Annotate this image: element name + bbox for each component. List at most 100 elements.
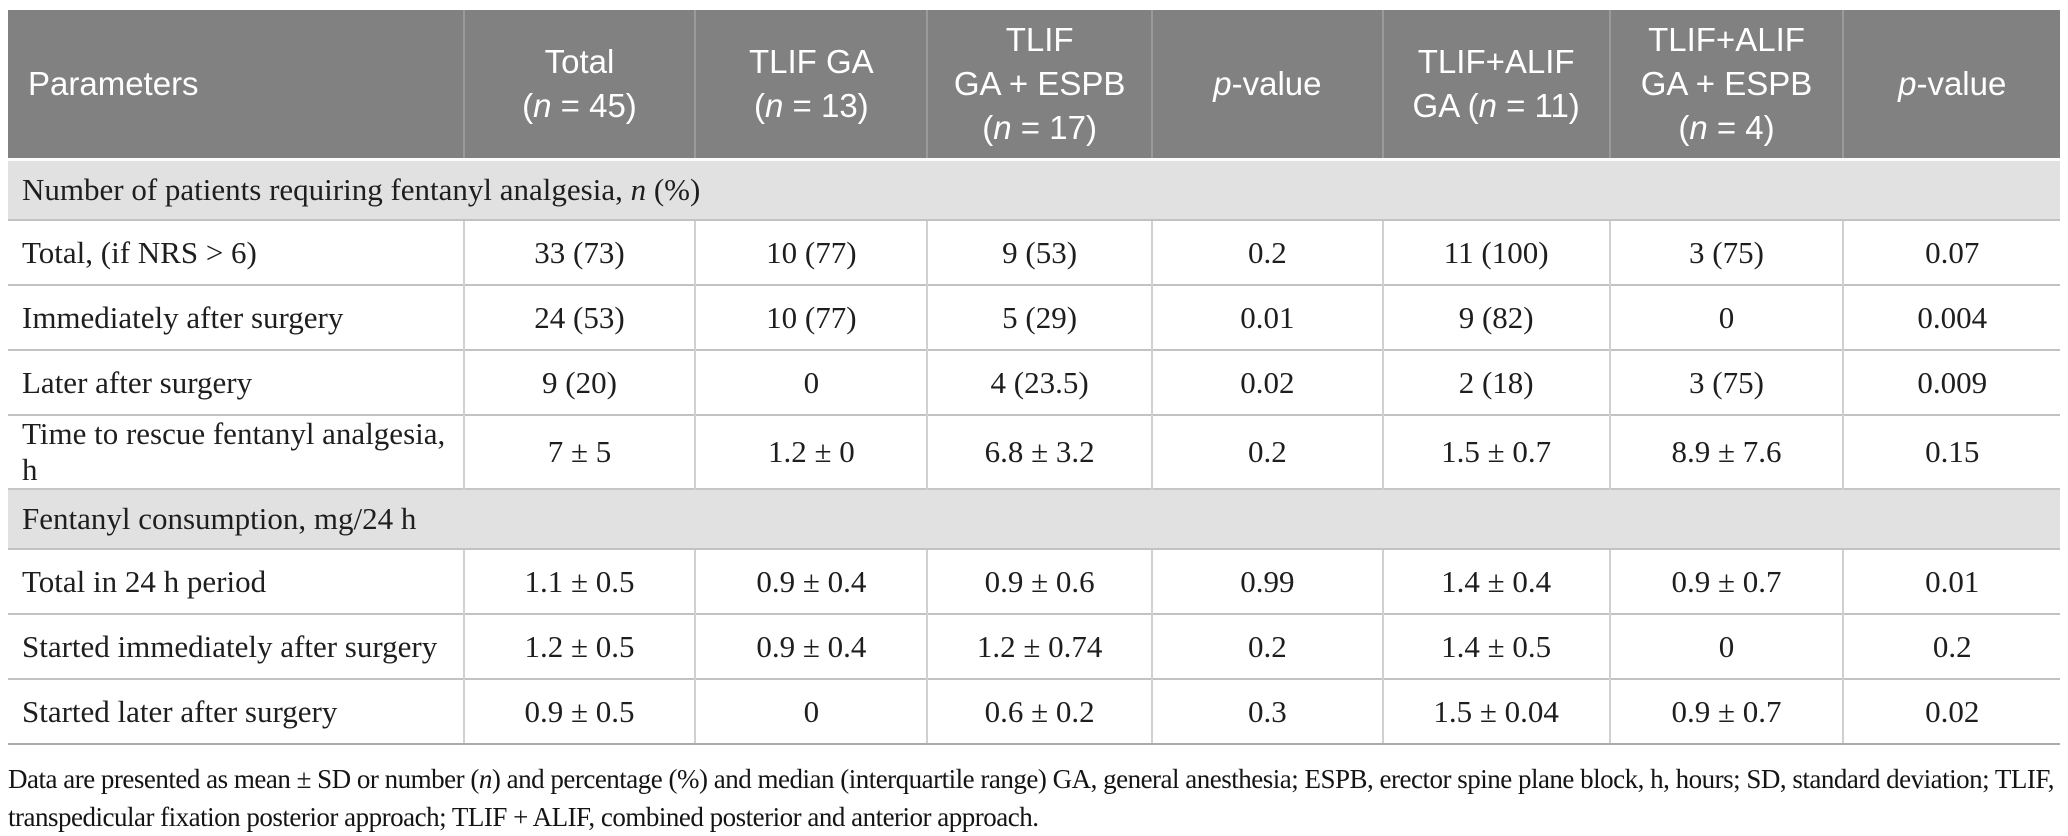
header-line: TLIF+ALIF <box>1390 40 1603 84</box>
table-row: Later after surgery 9 (20) 0 4 (23.5) 0.02 2 … <box>8 349 2060 415</box>
col-header-tlif-ga: TLIF GA (n = 13) <box>694 10 928 161</box>
value-cell: 9 (20) <box>462 349 696 415</box>
italic-text: p <box>1898 65 1917 102</box>
param-cell: Immediately after surgery <box>8 284 464 350</box>
table-header-row: Parameters Total (n = 45) TLIF GA (n = 13) TL… <box>8 10 2060 161</box>
italic-text: n <box>533 87 552 124</box>
text: TLIF <box>1005 21 1074 58</box>
value-cell: 1.5 ± 0.7 <box>1381 414 1610 489</box>
text: Data are presented as mean ± SD or numbe… <box>8 764 479 794</box>
table-row: Total, (if NRS > 6) 33 (73) 10 (77) 9 (53) 0… <box>8 219 2060 285</box>
value-cell: 0.02 <box>1150 349 1383 415</box>
header-line: GA + ESPB <box>1617 62 1837 106</box>
value-cell: 0 <box>1608 284 1844 350</box>
value-cell: 7 ± 5 <box>462 414 696 489</box>
text: GA ( <box>1412 87 1479 124</box>
value-cell: 0.01 <box>1842 548 2060 614</box>
param-cell: Time to rescue fentanyl analgesia, h <box>8 414 464 489</box>
header-line: p-value <box>1850 62 2054 106</box>
text: GA + ESPB <box>953 65 1126 102</box>
section-label: Fentanyl consumption, mg/24 h <box>8 488 2060 550</box>
header-line: (n = 4) <box>1617 106 1837 150</box>
results-table: Parameters Total (n = 45) TLIF GA (n = 13) TL… <box>8 10 2060 745</box>
table-body: Number of patients requiring fentanyl an… <box>8 158 2060 745</box>
col-header-parameters: Parameters <box>8 10 464 161</box>
param-cell: Total, (if NRS > 6) <box>8 219 464 285</box>
value-cell: 0 <box>1608 613 1844 679</box>
value-cell: 10 (77) <box>694 284 928 350</box>
table-row: Started immediately after surgery 1.2 ± 0… <box>8 613 2060 679</box>
col-header-p-value-2: p-value <box>1842 10 2060 161</box>
value-cell: 9 (82) <box>1381 284 1610 350</box>
header-line: Parameters <box>28 62 457 106</box>
value-cell: 1.2 ± 0 <box>694 414 928 489</box>
header-line: (n = 13) <box>702 84 920 128</box>
value-cell: 1.1 ± 0.5 <box>462 548 696 614</box>
value-cell: 2 (18) <box>1381 349 1610 415</box>
param-cell: Later after surgery <box>8 349 464 415</box>
header-line: (n = 45) <box>471 84 689 128</box>
value-cell: 10 (77) <box>694 219 928 285</box>
text: TLIF+ALIF <box>1648 21 1805 58</box>
value-cell: 1.4 ± 0.4 <box>1381 548 1610 614</box>
value-cell: 33 (73) <box>462 219 696 285</box>
param-cell: Started immediately after surgery <box>8 613 464 679</box>
text: = 11) <box>1496 87 1580 124</box>
text: -value <box>1916 65 2007 102</box>
text: ( <box>522 87 534 124</box>
param-cell: Started later after surgery <box>8 678 464 745</box>
italic-text: p <box>1213 65 1232 102</box>
value-cell: 0.009 <box>1842 349 2060 415</box>
italic-text: n <box>478 764 493 794</box>
value-cell: 1.5 ± 0.04 <box>1381 678 1610 745</box>
text: = 13) <box>783 87 869 124</box>
table-row: Total in 24 h period 1.1 ± 0.5 0.9 ± 0.4 0.… <box>8 548 2060 614</box>
col-header-p-value-1: p-value <box>1150 10 1383 161</box>
value-cell: 0.01 <box>1150 284 1383 350</box>
value-cell: 0.2 <box>1150 414 1383 489</box>
text: Parameters <box>28 65 199 102</box>
text: ( <box>982 109 994 146</box>
value-cell: 0 <box>694 349 928 415</box>
text: TLIF+ALIF <box>1417 43 1575 80</box>
text: ( <box>754 87 765 124</box>
text: Number of patients requiring fentanyl an… <box>22 172 631 207</box>
col-header-tlif-ga-espb: TLIF GA + ESPB (n = 17) <box>926 10 1152 161</box>
header-line: p-value <box>1159 62 1376 106</box>
value-cell: 1.4 ± 0.5 <box>1381 613 1610 679</box>
text: -value <box>1231 65 1322 102</box>
value-cell: 24 (53) <box>462 284 696 350</box>
text: = 17) <box>1011 109 1097 146</box>
value-cell: 11 (100) <box>1381 219 1610 285</box>
value-cell: 0.9 ± 0.5 <box>462 678 696 745</box>
value-cell: 1.2 ± 0.5 <box>462 613 696 679</box>
section-row: Number of patients requiring fentanyl an… <box>8 158 2060 221</box>
header-line: GA (n = 11) <box>1390 84 1603 128</box>
value-cell: 0.9 ± 0.4 <box>694 548 928 614</box>
value-cell: 0.004 <box>1842 284 2060 350</box>
header-line: TLIF GA <box>702 40 920 84</box>
footnote: Data are presented as mean ± SD or numbe… <box>8 760 2060 836</box>
table-row: Started later after surgery 0.9 ± 0.5 0 0.6… <box>8 678 2060 745</box>
text: = 4) <box>1707 109 1775 146</box>
header-line: GA + ESPB <box>934 62 1145 106</box>
col-header-tlif-alif-ga-espb: TLIF+ALIF GA + ESPB (n = 4) <box>1608 10 1844 161</box>
value-cell: 0.99 <box>1150 548 1383 614</box>
text: Fentanyl consumption, mg/24 h <box>22 501 417 536</box>
value-cell: 0.02 <box>1842 678 2060 745</box>
value-cell: 8.9 ± 7.6 <box>1608 414 1844 489</box>
value-cell: 0.07 <box>1842 219 2060 285</box>
results-table-figure: Parameters Total (n = 45) TLIF GA (n = 13) TL… <box>8 10 2060 836</box>
value-cell: 0.15 <box>1842 414 2060 489</box>
text: GA + ESPB <box>1640 65 1813 102</box>
value-cell: 0.9 ± 0.7 <box>1608 548 1844 614</box>
text: Total <box>544 43 615 80</box>
value-cell: 9 (53) <box>926 219 1152 285</box>
header-line: TLIF+ALIF <box>1617 18 1837 62</box>
value-cell: 0.2 <box>1150 219 1383 285</box>
italic-text: n <box>993 109 1012 146</box>
header-line: TLIF <box>934 18 1145 62</box>
col-header-total: Total (n = 45) <box>462 10 696 161</box>
value-cell: 0.2 <box>1150 613 1383 679</box>
